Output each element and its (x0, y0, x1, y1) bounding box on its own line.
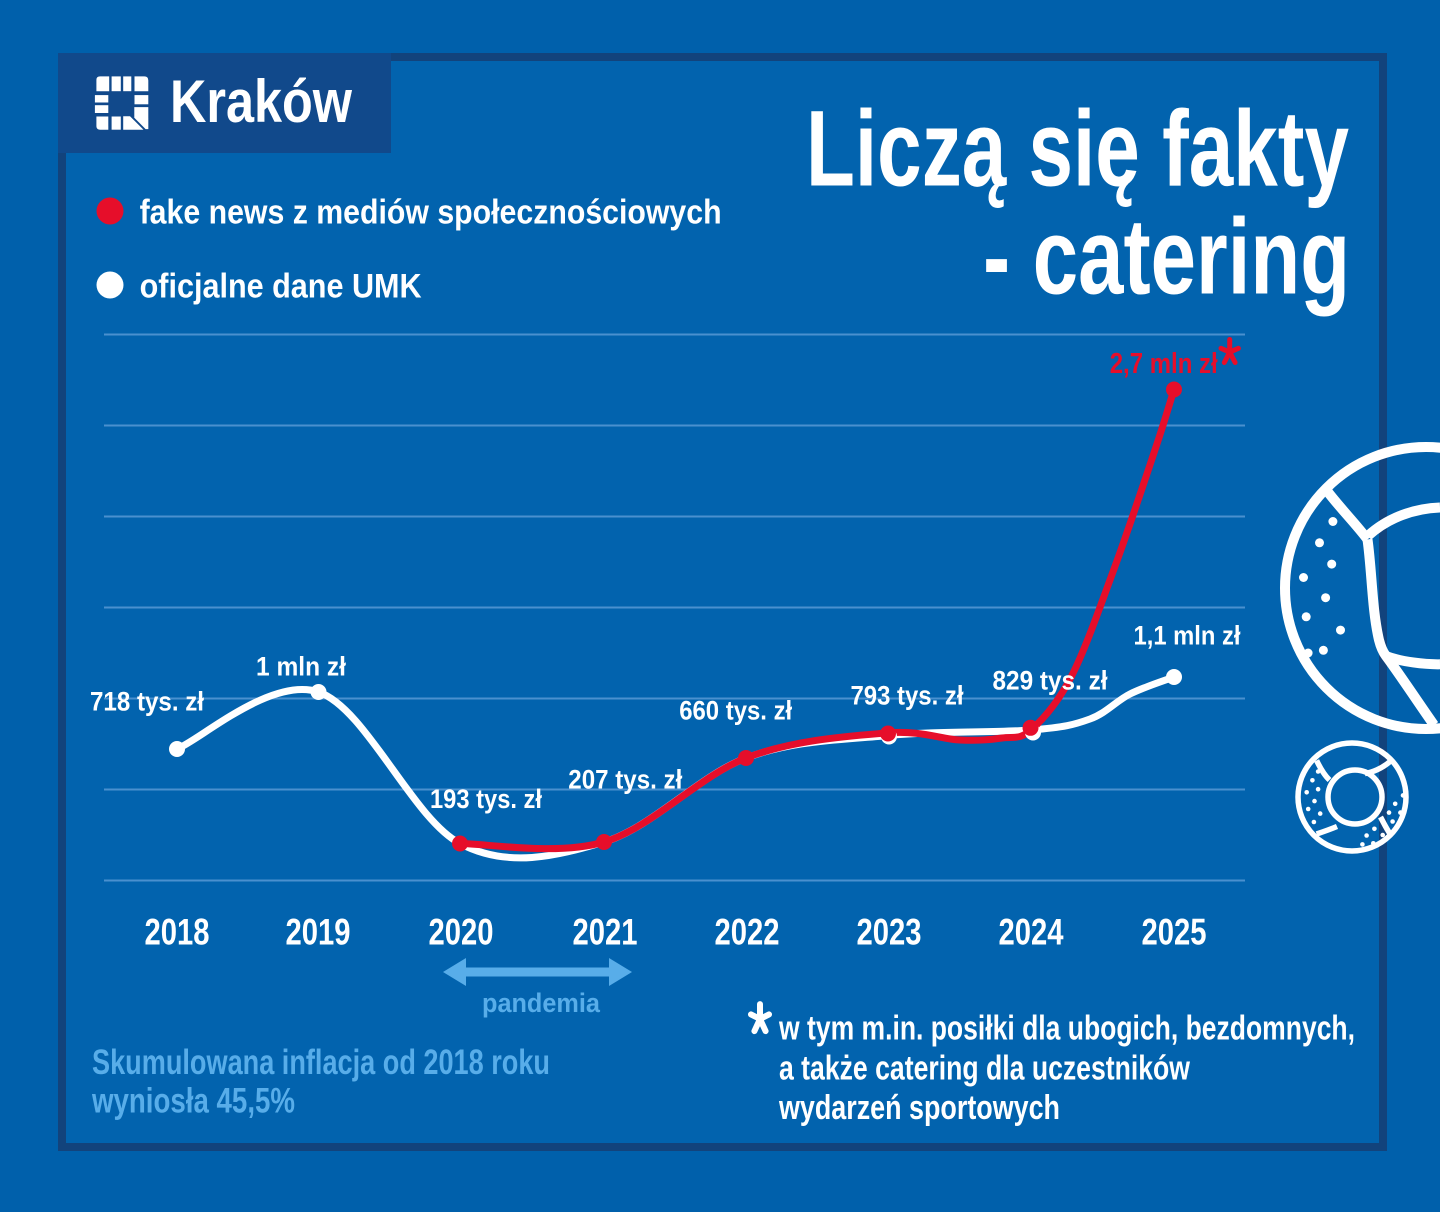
svg-text:2022: 2022 (715, 912, 780, 953)
svg-text:- catering: - catering (983, 196, 1350, 317)
svg-text:2,7 mln zł: 2,7 mln zł (1110, 348, 1218, 380)
svg-text:193 tys. zł: 193 tys. zł (430, 784, 543, 814)
svg-text:2021: 2021 (573, 912, 638, 953)
svg-text:wydarzeń sportowych: wydarzeń sportowych (778, 1089, 1060, 1127)
svg-text:Liczą się fakty: Liczą się fakty (806, 88, 1349, 209)
svg-text:a także catering dla uczestnik: a także catering dla uczestników (779, 1050, 1190, 1088)
svg-text:2024: 2024 (999, 912, 1064, 953)
svg-text:Skumulowana inflacja od 2018 r: Skumulowana inflacja od 2018 roku (92, 1043, 550, 1082)
svg-text:2023: 2023 (857, 912, 922, 953)
svg-text:oficjalne dane UMK: oficjalne dane UMK (140, 267, 422, 305)
svg-text:718 tys. zł: 718 tys. zł (90, 687, 205, 717)
svg-text:w tym m.in. posiłki dla ubogic: w tym m.in. posiłki dla ubogich, bezdomn… (778, 1010, 1355, 1048)
svg-text:829 tys. zł: 829 tys. zł (993, 666, 1109, 696)
svg-text:1 mln zł: 1 mln zł (256, 652, 347, 682)
svg-text:wyniosła 45,5%: wyniosła 45,5% (91, 1082, 295, 1121)
svg-text:2019: 2019 (286, 912, 351, 953)
svg-text:Kraków: Kraków (170, 68, 352, 135)
svg-text:793 tys. zł: 793 tys. zł (851, 681, 965, 711)
svg-text:2020: 2020 (429, 912, 494, 953)
svg-text:fake news z mediów społecznośc: fake news z mediów społecznościowych (140, 193, 722, 231)
svg-text:660 tys. zł: 660 tys. zł (679, 696, 793, 726)
svg-text:2018: 2018 (145, 912, 210, 953)
svg-text:207 tys. zł: 207 tys. zł (568, 765, 683, 795)
svg-text:pandemia: pandemia (482, 988, 601, 1018)
svg-text:2025: 2025 (1142, 912, 1207, 953)
svg-text:1,1 mln zł: 1,1 mln zł (1134, 621, 1242, 651)
